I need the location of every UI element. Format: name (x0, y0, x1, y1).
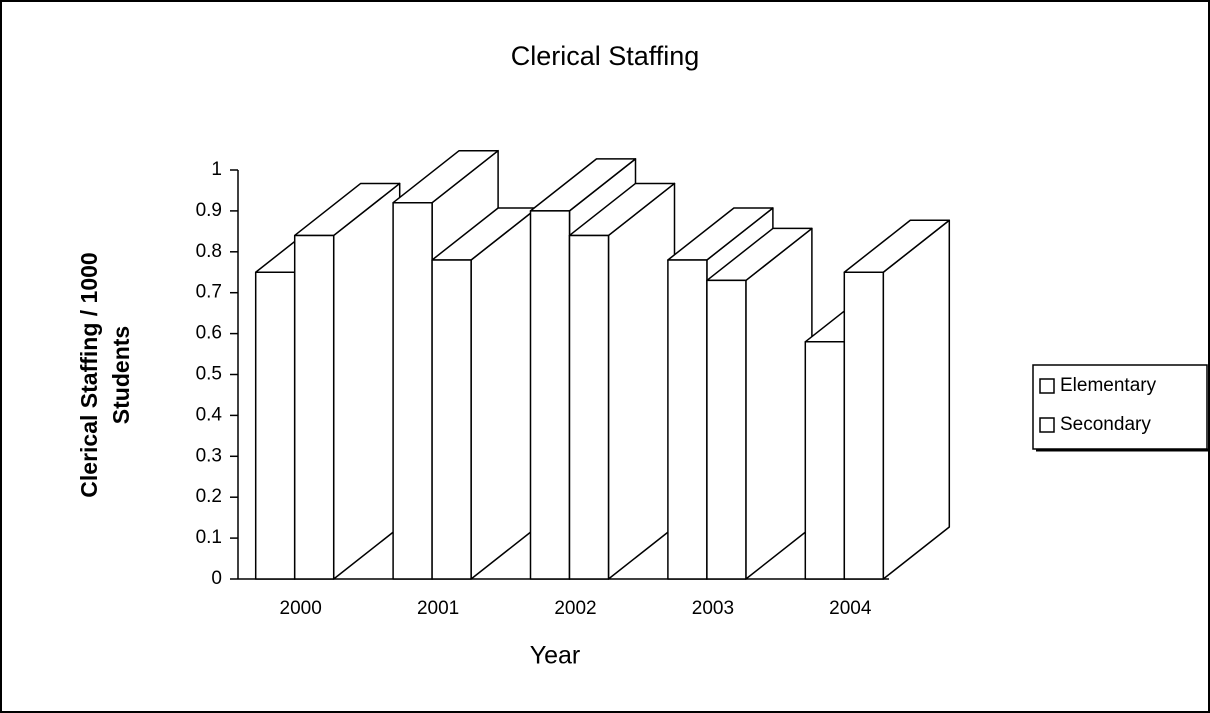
y-axis-label-line: Students (108, 326, 134, 424)
bar-side (882, 219, 951, 580)
bar (804, 341, 846, 580)
chart-title: Clerical Staffing (511, 41, 700, 71)
bar (529, 210, 571, 580)
bar-side (745, 227, 813, 580)
x-tick-label: 2001 (417, 598, 459, 619)
bar-side (470, 207, 538, 580)
x-tick-label: 2003 (692, 598, 734, 619)
y-tick-label: 1 (211, 159, 222, 180)
y-axis-label-line: Clerical Staffing / 1000 (76, 252, 102, 497)
y-tick-label: 0.4 (196, 404, 223, 425)
x-axis-label: Year (530, 642, 581, 670)
bar (667, 259, 708, 580)
x-tick-label: 2004 (829, 598, 872, 619)
legend-label: Secondary (1060, 414, 1151, 435)
x-tick-label: 2002 (554, 598, 596, 619)
legend-swatch (1039, 417, 1055, 433)
bar-side (607, 182, 676, 580)
bar (293, 234, 335, 580)
y-tick-label: 0 (211, 568, 222, 589)
x-tick-label: 2000 (280, 598, 322, 619)
y-axis-label: Clerical Staffing / 1000 Students (76, 252, 134, 497)
bar-side (332, 182, 401, 580)
y-tick-label: 0.1 (196, 527, 222, 548)
bar (254, 271, 296, 580)
legend (1032, 364, 1208, 450)
y-tick-label: 0.9 (196, 200, 222, 221)
bar (843, 271, 885, 580)
y-tick-label: 0.2 (196, 486, 222, 507)
bar (392, 201, 433, 580)
bar (706, 279, 747, 580)
legend-swatch (1039, 378, 1055, 394)
y-tick-label: 0.6 (196, 323, 222, 344)
legend-label: Elementary (1060, 375, 1157, 396)
y-tick-label: 0.7 (196, 282, 222, 303)
bar (568, 234, 610, 580)
y-tick-label: 0.5 (196, 364, 222, 385)
y-tick-label: 0.3 (196, 445, 222, 466)
bar (431, 259, 472, 580)
y-tick-label: 0.8 (196, 241, 222, 262)
